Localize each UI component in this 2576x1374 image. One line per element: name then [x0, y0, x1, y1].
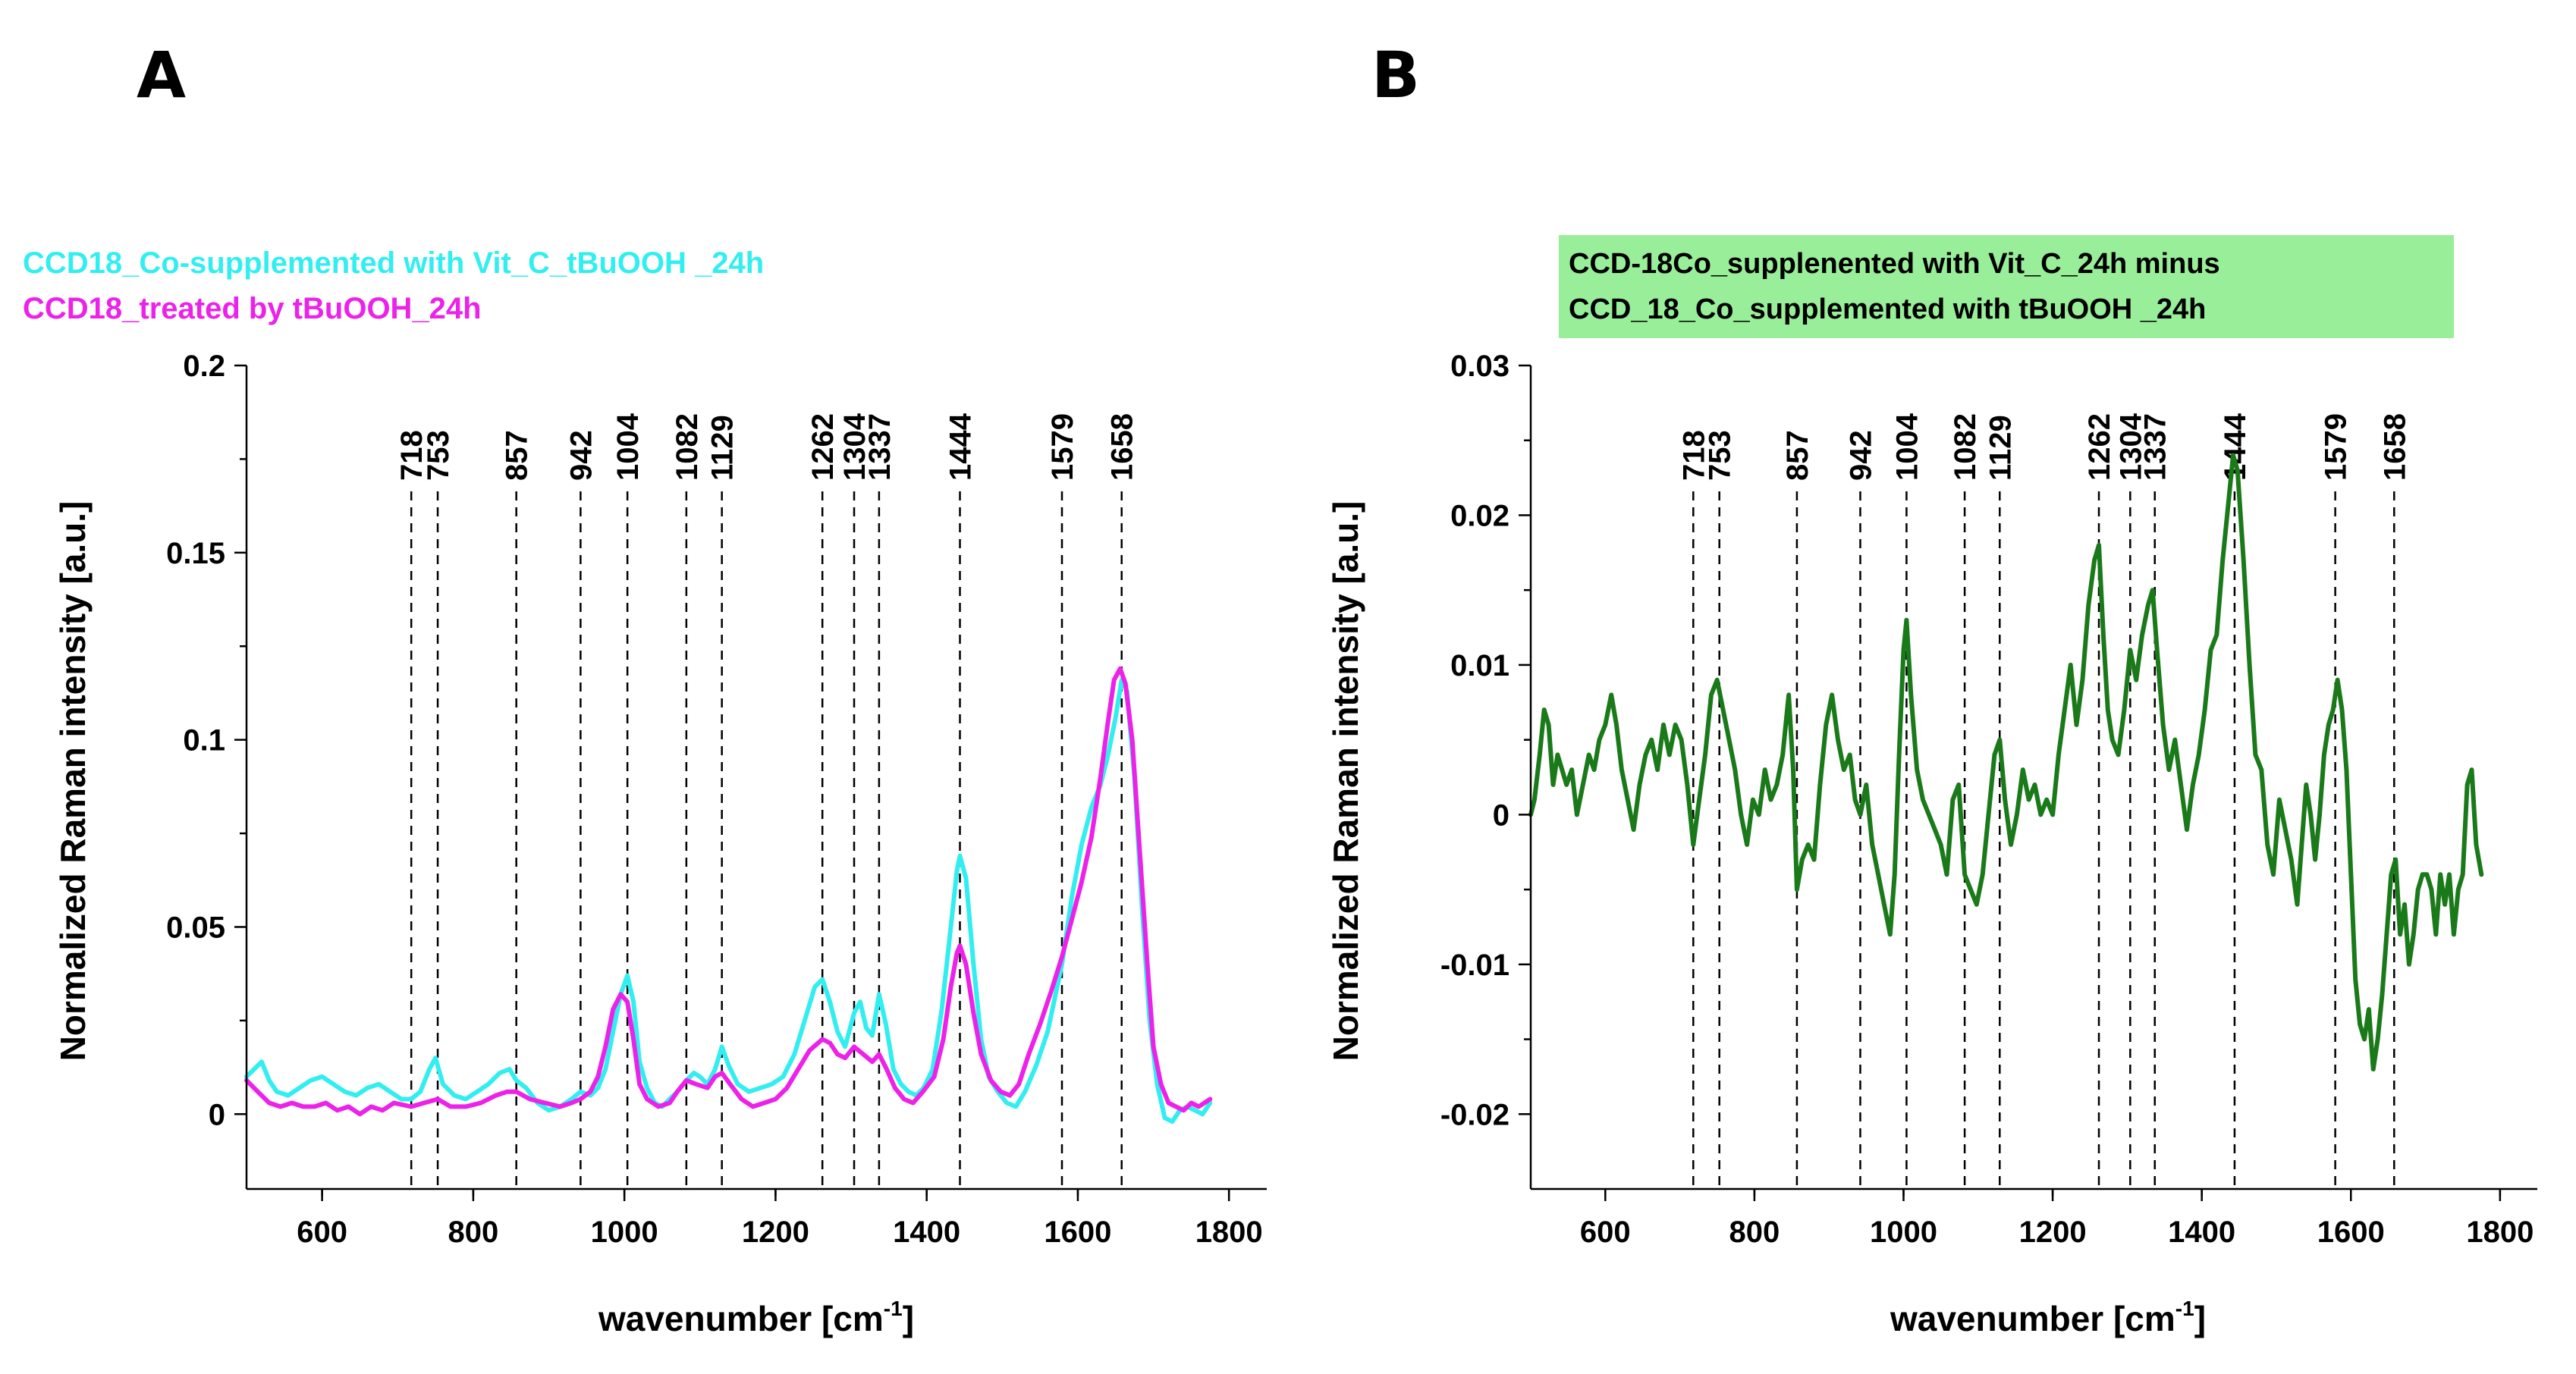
- b-x-tick-label: 1600: [2317, 1216, 2385, 1249]
- a-x-tick-label: 800: [448, 1216, 499, 1249]
- a-peak-label-1082: 1082: [671, 413, 704, 481]
- chart-a: CCD18_Co-supplemented with Vit_C_tBuOOH …: [23, 246, 1267, 1338]
- a-peak-label-718: 718: [395, 430, 429, 481]
- a-peak-label-942: 942: [564, 430, 598, 481]
- chart-a-x-label: wavenumber [cm-1]: [598, 1297, 914, 1338]
- chart-b-series: [1528, 453, 2484, 1071]
- legend-b-line-1: CCD-18Co_supplenented with Vit_C_24h min…: [1569, 248, 2220, 280]
- a-peak-label-1129: 1129: [706, 415, 740, 481]
- chart-a-series: [244, 666, 1213, 1125]
- b-y-tick-label: 0.03: [1450, 350, 1509, 383]
- legend-a-series-2: CCD18_treated by tBuOOH_24h: [23, 292, 482, 325]
- b-peak-label-718: 718: [1677, 430, 1711, 481]
- a-y-tick-label: 0.15: [166, 537, 225, 570]
- chart-b-ticks: 600 800 1000 1200 1400 1600 1800 -0.02 -0.01 0 0.0…: [1440, 350, 2534, 1249]
- b-peak-label-1262: 1262: [2083, 413, 2116, 481]
- a-y-tick-label: 0.2: [183, 350, 225, 383]
- a-x-tick-label: 1200: [742, 1216, 809, 1249]
- b-peak-label-753: 753: [1704, 430, 1737, 481]
- a-x-tick-label: 1800: [1195, 1216, 1263, 1249]
- chart-b-x-label: wavenumber [cm-1]: [1890, 1297, 2206, 1338]
- a-peak-label-857: 857: [501, 430, 534, 481]
- a-peak-label-1004: 1004: [611, 413, 645, 481]
- a-x-tick-label: 600: [297, 1216, 347, 1249]
- b-x-tick-label: 1400: [2168, 1216, 2235, 1249]
- a-peak-label-1262: 1262: [806, 413, 840, 481]
- b-x-tick-label: 800: [1729, 1216, 1780, 1249]
- chart-b-y-label: Normalized Raman intensity [a.u.]: [1326, 501, 1365, 1062]
- a-peak-label-1337: 1337: [863, 413, 897, 481]
- b-y-tick-label: 0: [1493, 798, 1509, 832]
- chart-b-legend-box: [1559, 235, 2454, 338]
- legend-a-series-1: CCD18_Co-supplemented with Vit_C_tBuOOH …: [23, 246, 764, 280]
- chart-a-axes: [245, 365, 1267, 1190]
- panel-a-label: A: [137, 38, 186, 112]
- a-y-tick-label: 0: [209, 1098, 225, 1131]
- b-peak-label-942: 942: [1844, 430, 1877, 481]
- b-peak-label-1004: 1004: [1890, 413, 1924, 481]
- b-x-tick-label: 1000: [1870, 1216, 1937, 1249]
- b-peak-label-1129: 1129: [1984, 415, 2017, 481]
- a-peak-label-1304: 1304: [838, 413, 872, 481]
- b-peak-label-1337: 1337: [2139, 413, 2172, 481]
- a-peak-label-1579: 1579: [1046, 413, 1079, 481]
- b-peak-label-1658: 1658: [2378, 413, 2411, 481]
- a-x-tick-label: 1000: [591, 1216, 658, 1249]
- b-y-tick-label: -0.02: [1440, 1098, 1509, 1131]
- chart-a-ticks: 600 800 1000 1200 1400 1600 1800 0 0.05 0.1 0.15 0.…: [166, 350, 1263, 1249]
- b-y-tick-label: 0.02: [1450, 499, 1509, 532]
- a-y-tick-label: 0.05: [166, 911, 225, 944]
- b-peak-label-857: 857: [1781, 430, 1814, 481]
- b-series-1-line: [1528, 453, 2484, 1071]
- a-y-tick-label: 0.1: [183, 724, 225, 758]
- a-peak-label-1444: 1444: [944, 413, 978, 481]
- chart-b-axes: [1529, 365, 2537, 1190]
- b-x-tick-label: 1200: [2019, 1216, 2087, 1249]
- b-peak-label-1579: 1579: [2320, 413, 2353, 481]
- legend-b-line-2: CCD_18_Co_supplemented with tBuOOH _24h: [1569, 293, 2206, 325]
- b-y-tick-label: 0.01: [1450, 649, 1509, 682]
- a-peak-label-1658: 1658: [1106, 413, 1139, 481]
- b-x-tick-label: 1800: [2466, 1216, 2534, 1249]
- a-series-1-line: [244, 677, 1213, 1125]
- chart-b: CCD-18Co_supplenented with Vit_C_24h min…: [1326, 235, 2537, 1338]
- a-series-2-line: [244, 666, 1213, 1117]
- chart-a-y-label: Normalized Raman intensity [a.u.]: [53, 501, 93, 1062]
- b-peak-label-1082: 1082: [1949, 413, 1982, 481]
- b-peak-label-1304: 1304: [2114, 413, 2147, 481]
- panel-b-label: B: [1371, 38, 1420, 112]
- b-y-tick-label: -0.01: [1440, 949, 1509, 982]
- a-peak-label-753: 753: [422, 430, 455, 481]
- a-x-tick-label: 1400: [893, 1216, 960, 1249]
- b-x-tick-label: 600: [1580, 1216, 1631, 1249]
- a-x-tick-label: 1600: [1044, 1216, 1111, 1249]
